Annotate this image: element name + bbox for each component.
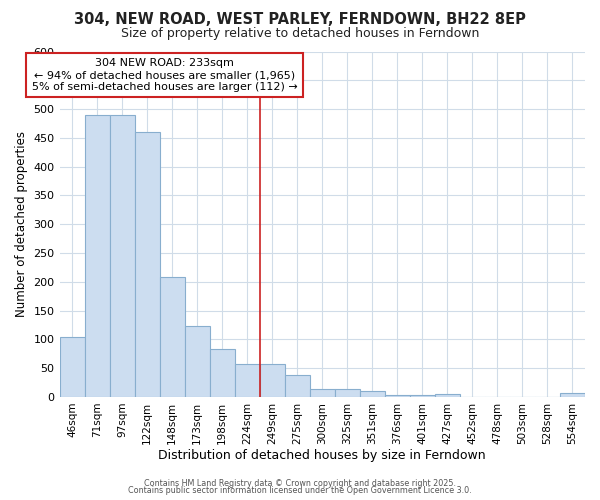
Text: Contains HM Land Registry data © Crown copyright and database right 2025.: Contains HM Land Registry data © Crown c…	[144, 478, 456, 488]
Bar	[235, 364, 260, 397]
Text: Contains public sector information licensed under the Open Government Licence 3.: Contains public sector information licen…	[128, 486, 472, 495]
Bar	[410, 395, 435, 397]
Bar	[85, 115, 110, 397]
Bar	[560, 393, 585, 397]
Bar	[385, 395, 410, 397]
Bar	[160, 277, 185, 397]
Text: 304, NEW ROAD, WEST PARLEY, FERNDOWN, BH22 8EP: 304, NEW ROAD, WEST PARLEY, FERNDOWN, BH…	[74, 12, 526, 28]
Bar	[134, 132, 160, 397]
Bar	[59, 336, 85, 397]
Bar	[310, 390, 335, 397]
Bar	[110, 115, 134, 397]
Bar	[185, 326, 209, 397]
Bar	[335, 390, 360, 397]
Bar	[209, 349, 235, 397]
Bar	[260, 364, 285, 397]
Bar	[285, 375, 310, 397]
Y-axis label: Number of detached properties: Number of detached properties	[15, 131, 28, 317]
Text: 304 NEW ROAD: 233sqm
← 94% of detached houses are smaller (1,965)
5% of semi-det: 304 NEW ROAD: 233sqm ← 94% of detached h…	[32, 58, 298, 92]
X-axis label: Distribution of detached houses by size in Ferndown: Distribution of detached houses by size …	[158, 450, 486, 462]
Bar	[435, 394, 460, 397]
Text: Size of property relative to detached houses in Ferndown: Size of property relative to detached ho…	[121, 28, 479, 40]
Bar	[360, 391, 385, 397]
